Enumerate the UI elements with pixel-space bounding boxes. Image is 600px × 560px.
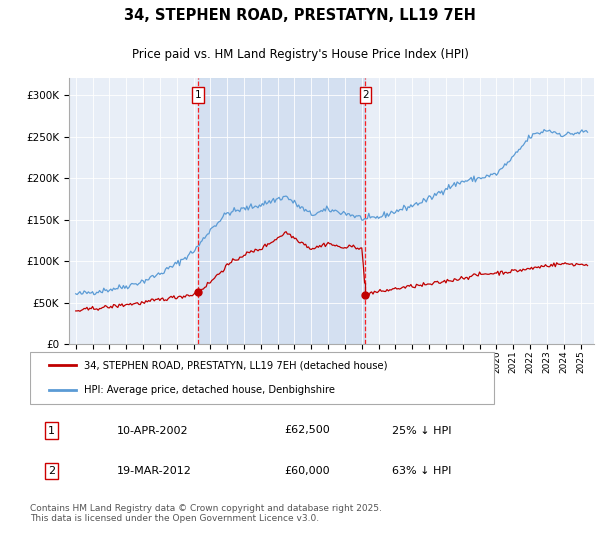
Text: 10-APR-2002: 10-APR-2002 xyxy=(116,426,188,436)
Text: 1: 1 xyxy=(195,90,202,100)
Text: 2: 2 xyxy=(362,90,369,100)
Text: 1: 1 xyxy=(48,426,55,436)
Text: Contains HM Land Registry data © Crown copyright and database right 2025.
This d: Contains HM Land Registry data © Crown c… xyxy=(30,504,382,523)
Text: 19-MAR-2012: 19-MAR-2012 xyxy=(116,466,191,477)
FancyBboxPatch shape xyxy=(30,352,494,404)
Text: HPI: Average price, detached house, Denbighshire: HPI: Average price, detached house, Denb… xyxy=(84,385,335,395)
Text: 34, STEPHEN ROAD, PRESTATYN, LL19 7EH (detached house): 34, STEPHEN ROAD, PRESTATYN, LL19 7EH (d… xyxy=(84,360,388,370)
Text: 2: 2 xyxy=(48,466,55,477)
Text: Price paid vs. HM Land Registry's House Price Index (HPI): Price paid vs. HM Land Registry's House … xyxy=(131,48,469,61)
Text: 34, STEPHEN ROAD, PRESTATYN, LL19 7EH: 34, STEPHEN ROAD, PRESTATYN, LL19 7EH xyxy=(124,8,476,23)
Text: 63% ↓ HPI: 63% ↓ HPI xyxy=(392,466,451,477)
Bar xyxy=(198,78,365,344)
Text: £62,500: £62,500 xyxy=(284,426,329,436)
Text: 25% ↓ HPI: 25% ↓ HPI xyxy=(392,426,451,436)
Text: £60,000: £60,000 xyxy=(284,466,329,477)
